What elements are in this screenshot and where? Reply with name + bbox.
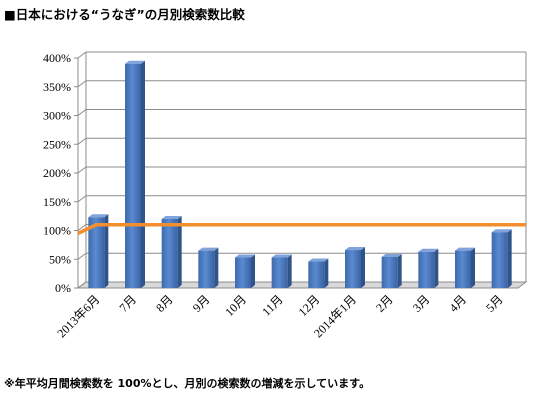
chart-title: ■日本における“うなぎ”の月別検索数比較	[4, 7, 245, 22]
bar-top	[381, 253, 402, 257]
bar-top	[455, 247, 475, 251]
bar	[381, 256, 398, 288]
reference-line-layer	[77, 223, 526, 235]
bar-top	[345, 247, 365, 251]
y-tick-label: 400%	[43, 51, 71, 65]
bar	[271, 257, 288, 288]
bar-side	[324, 258, 329, 288]
bar-top	[271, 254, 292, 258]
bar-side	[214, 247, 219, 288]
bar-top	[235, 254, 255, 258]
bar-side	[471, 247, 475, 288]
bar-side	[287, 254, 292, 288]
y-tick-label: 200%	[43, 166, 71, 180]
y-tick-label: 0%	[55, 281, 71, 295]
y-tick-label: 250%	[43, 137, 71, 151]
x-tick-label: 11月	[259, 292, 286, 319]
bar	[198, 250, 215, 288]
bar-top	[125, 60, 145, 64]
x-tick-label: 2月	[373, 292, 396, 315]
chart-footnote: ※年平均月間検索数を 100%とし、月別の検索数の増減を示しています。	[4, 377, 371, 390]
bar	[88, 217, 105, 288]
bar-side	[104, 214, 109, 288]
bar-side	[434, 248, 439, 288]
bar	[161, 219, 178, 288]
bar-side	[361, 247, 365, 288]
axes	[74, 52, 527, 289]
x-tick-label: 7月	[116, 292, 139, 315]
bar-top	[161, 216, 182, 219]
bar-top	[308, 258, 329, 262]
x-tick-label: 5月	[483, 292, 506, 315]
bar	[345, 250, 361, 288]
bar-side	[251, 254, 255, 288]
x-tick-label: 8月	[153, 292, 176, 315]
y-tick-labels: 0% 50% 100% 150% 200% 250% 300% 350% 400%	[43, 51, 71, 295]
bar-top	[198, 247, 219, 251]
y-tick-label: 300%	[43, 109, 71, 123]
x-tick-label: 2013年6月	[54, 292, 102, 340]
bar	[491, 232, 508, 288]
y-tick-label: 50%	[49, 252, 71, 266]
bar	[455, 250, 471, 288]
x-tick-label: 10月	[222, 292, 249, 319]
y-tick-label: 150%	[43, 195, 71, 209]
x-tick-label: 9月	[190, 292, 213, 315]
bar	[125, 63, 141, 288]
bar	[235, 257, 251, 288]
bar	[418, 251, 435, 288]
bar-side	[507, 229, 512, 288]
bar-top	[418, 248, 439, 252]
x-tick-label: 12月	[296, 292, 323, 319]
bars	[88, 60, 512, 288]
bar-side	[177, 216, 182, 288]
y-tick-label: 100%	[43, 224, 71, 238]
bar-top	[491, 229, 512, 233]
bar-side	[141, 60, 145, 288]
y-tick-label: 350%	[43, 80, 71, 94]
bar-side	[397, 253, 402, 288]
bar	[308, 261, 325, 288]
x-tick-label: 4月	[446, 292, 469, 315]
x-tick-label: 3月	[410, 292, 433, 315]
bar-top	[88, 214, 109, 218]
reference-line	[77, 223, 526, 235]
